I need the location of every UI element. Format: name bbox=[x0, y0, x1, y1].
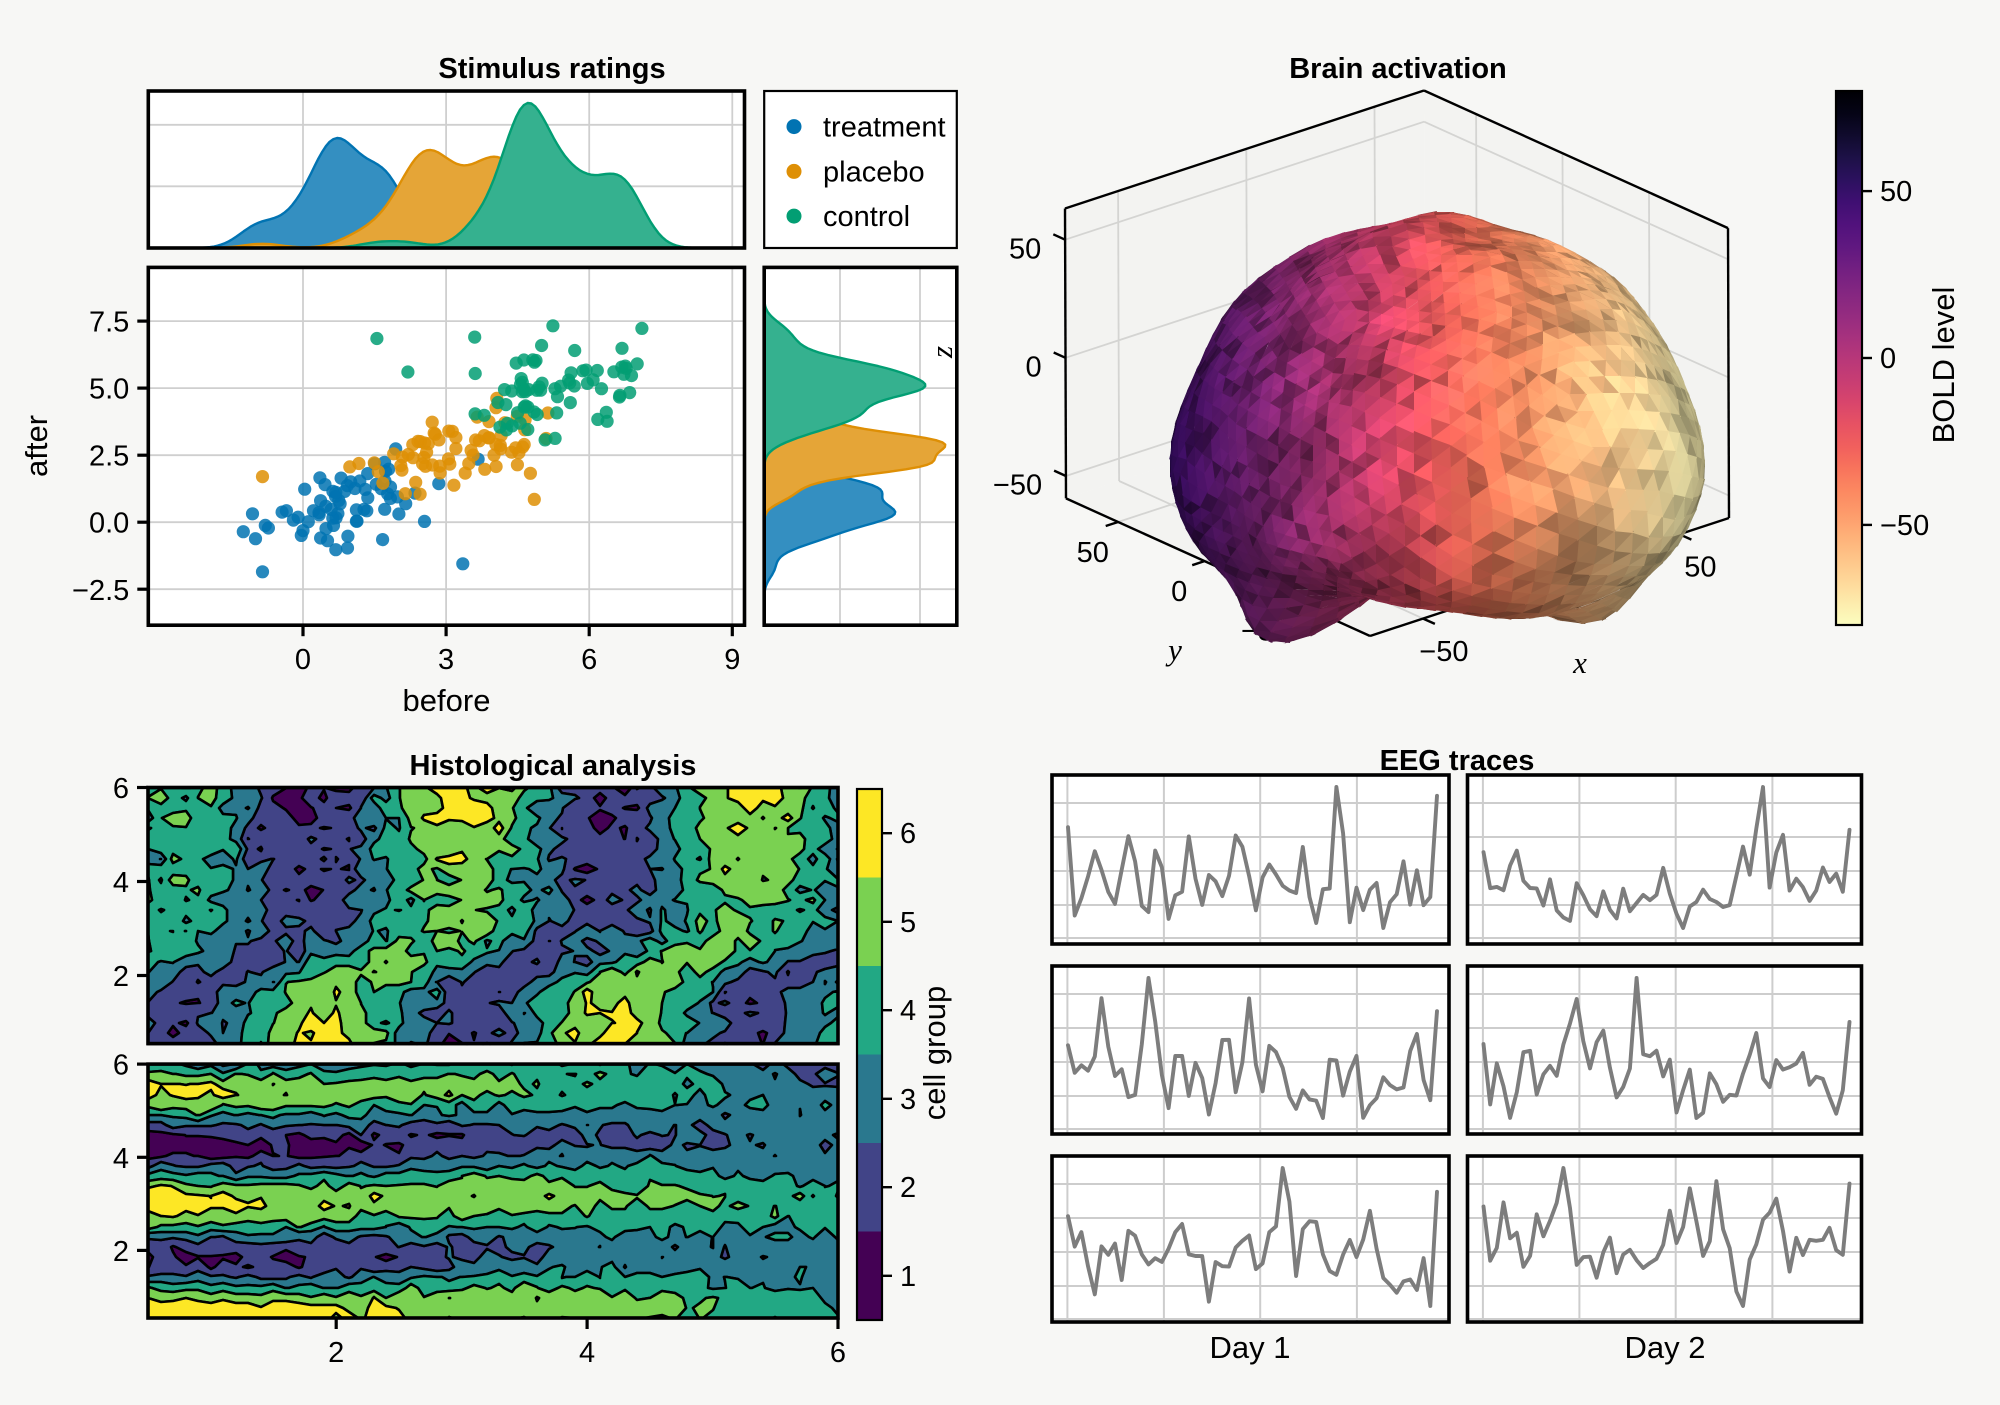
svg-text:before: before bbox=[403, 683, 491, 718]
svg-text:−50: −50 bbox=[993, 470, 1042, 502]
svg-text:0: 0 bbox=[1171, 576, 1187, 608]
svg-text:2: 2 bbox=[113, 1236, 129, 1268]
svg-text:50: 50 bbox=[1077, 537, 1109, 569]
svg-text:2: 2 bbox=[328, 1337, 344, 1369]
svg-text:EEG traces: EEG traces bbox=[1380, 745, 1535, 777]
svg-text:6: 6 bbox=[113, 1050, 129, 1082]
svg-text:9: 9 bbox=[724, 644, 740, 676]
svg-text:0: 0 bbox=[1880, 343, 1896, 375]
svg-text:7.5: 7.5 bbox=[89, 307, 129, 339]
svg-text:0: 0 bbox=[295, 644, 311, 676]
svg-text:50: 50 bbox=[1009, 233, 1041, 265]
svg-text:6: 6 bbox=[900, 818, 916, 850]
svg-text:Brain activation: Brain activation bbox=[1289, 53, 1507, 85]
svg-text:cell group: cell group bbox=[917, 986, 952, 1120]
svg-text:y: y bbox=[1165, 632, 1182, 667]
svg-text:3: 3 bbox=[438, 644, 454, 676]
svg-text:6: 6 bbox=[830, 1337, 846, 1369]
svg-text:z: z bbox=[924, 346, 959, 359]
svg-text:−50: −50 bbox=[1419, 636, 1468, 668]
svg-text:2: 2 bbox=[900, 1172, 916, 1204]
svg-text:control: control bbox=[823, 201, 910, 233]
svg-text:Histological analysis: Histological analysis bbox=[410, 750, 697, 782]
svg-text:3: 3 bbox=[900, 1084, 916, 1116]
svg-text:50: 50 bbox=[1880, 176, 1912, 208]
svg-text:4: 4 bbox=[113, 1143, 129, 1175]
svg-text:4: 4 bbox=[113, 867, 129, 899]
svg-text:5.0: 5.0 bbox=[89, 374, 129, 406]
svg-text:after: after bbox=[19, 415, 54, 477]
svg-text:0.0: 0.0 bbox=[89, 508, 129, 540]
svg-text:6: 6 bbox=[581, 644, 597, 676]
svg-text:−2.5: −2.5 bbox=[72, 575, 129, 607]
svg-text:4: 4 bbox=[900, 995, 916, 1027]
svg-text:4: 4 bbox=[579, 1337, 595, 1369]
svg-text:2: 2 bbox=[113, 961, 129, 993]
svg-text:placebo: placebo bbox=[823, 156, 925, 188]
svg-text:Day 2: Day 2 bbox=[1625, 1330, 1706, 1365]
svg-text:x: x bbox=[1572, 645, 1587, 680]
svg-text:6: 6 bbox=[113, 773, 129, 805]
svg-text:−50: −50 bbox=[1880, 510, 1929, 542]
svg-text:50: 50 bbox=[1684, 552, 1716, 584]
svg-text:2.5: 2.5 bbox=[89, 441, 129, 473]
svg-text:5: 5 bbox=[900, 907, 916, 939]
svg-text:0: 0 bbox=[1026, 352, 1042, 384]
svg-text:treatment: treatment bbox=[823, 112, 946, 144]
svg-text:Day 1: Day 1 bbox=[1210, 1330, 1291, 1365]
svg-text:1: 1 bbox=[900, 1261, 916, 1293]
svg-text:BOLD level: BOLD level bbox=[1926, 287, 1961, 444]
svg-text:Stimulus ratings: Stimulus ratings bbox=[438, 53, 665, 85]
